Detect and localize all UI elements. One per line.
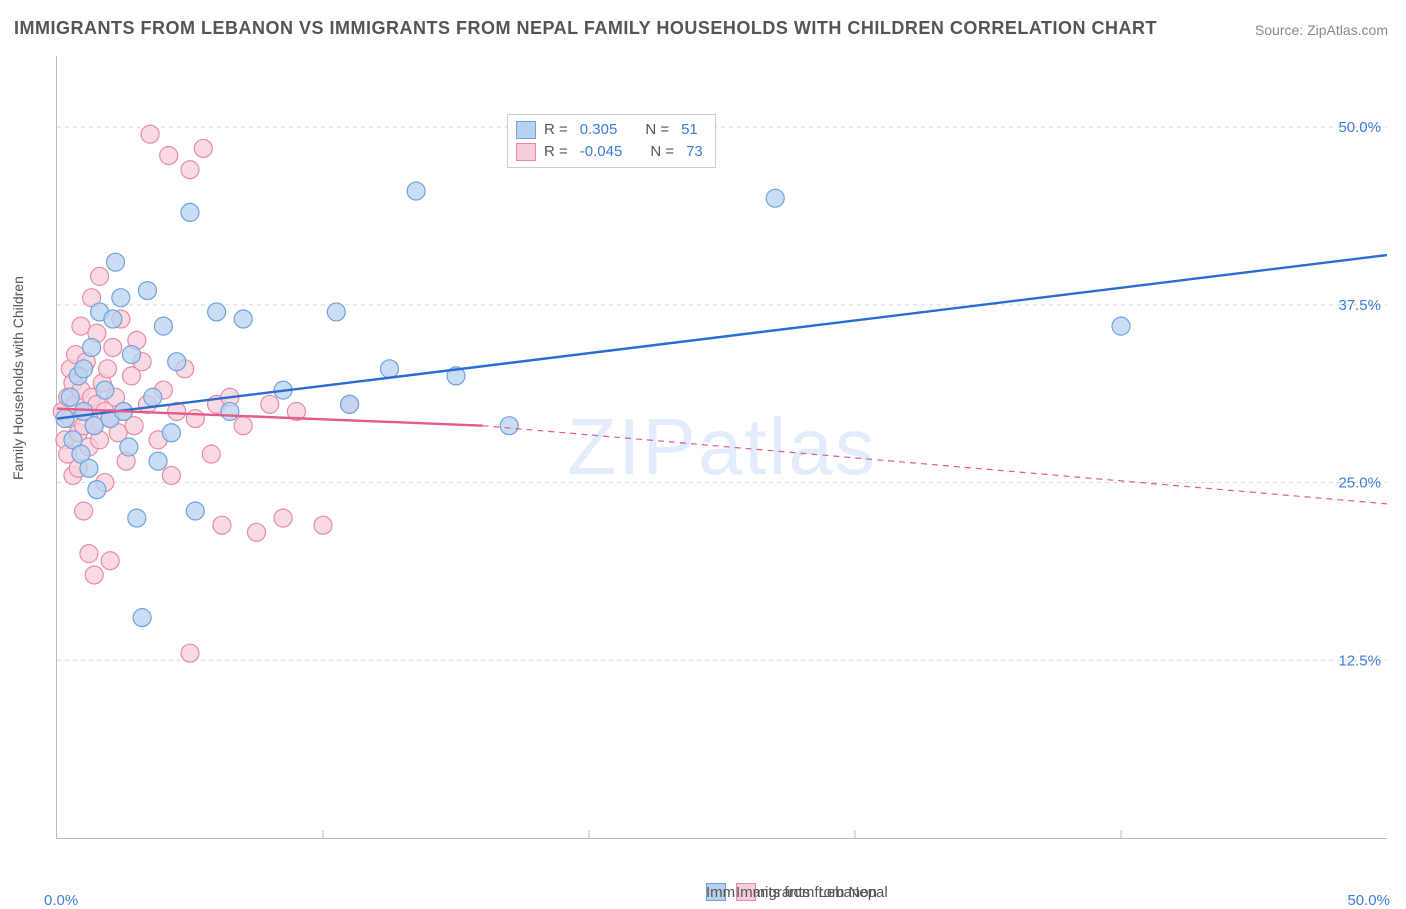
n-label: N = bbox=[650, 141, 674, 163]
svg-text:50.0%: 50.0% bbox=[1338, 119, 1381, 136]
legend-stats-row: R = 0.305 N = 51 bbox=[516, 119, 707, 141]
y-axis-label: Family Households with Children bbox=[10, 276, 26, 480]
svg-text:37.5%: 37.5% bbox=[1338, 297, 1381, 314]
x-tick-min: 0.0% bbox=[44, 892, 78, 909]
svg-text:25.0%: 25.0% bbox=[1338, 475, 1381, 492]
n-value-nepal: 73 bbox=[686, 141, 703, 163]
legend-stats: R = 0.305 N = 51 R = -0.045 N = 73 bbox=[507, 114, 716, 168]
legend-stats-row: R = -0.045 N = 73 bbox=[516, 141, 707, 163]
chart-area: 12.5%25.0%37.5%50.0% ZIPatlas R = 0.305 … bbox=[56, 56, 1387, 839]
legend-label-nepal: Immigrants from Nepal bbox=[736, 884, 888, 901]
swatch-nepal bbox=[516, 143, 536, 161]
chart-title: IMMIGRANTS FROM LEBANON VS IMMIGRANTS FR… bbox=[14, 18, 1157, 39]
r-value-nepal: -0.045 bbox=[580, 141, 623, 163]
r-label: R = bbox=[544, 119, 568, 141]
r-label: R = bbox=[544, 141, 568, 163]
x-tick-max: 50.0% bbox=[1347, 892, 1390, 909]
scatter-chart: 12.5% 25.0% 37.5% 50.0% bbox=[57, 56, 1387, 838]
r-value-lebanon: 0.305 bbox=[580, 119, 618, 141]
n-value-lebanon: 51 bbox=[681, 119, 698, 141]
n-label: N = bbox=[645, 119, 669, 141]
source-label: Source: ZipAtlas.com bbox=[1255, 22, 1388, 38]
swatch-lebanon bbox=[516, 121, 536, 139]
svg-text:12.5%: 12.5% bbox=[1338, 652, 1381, 669]
